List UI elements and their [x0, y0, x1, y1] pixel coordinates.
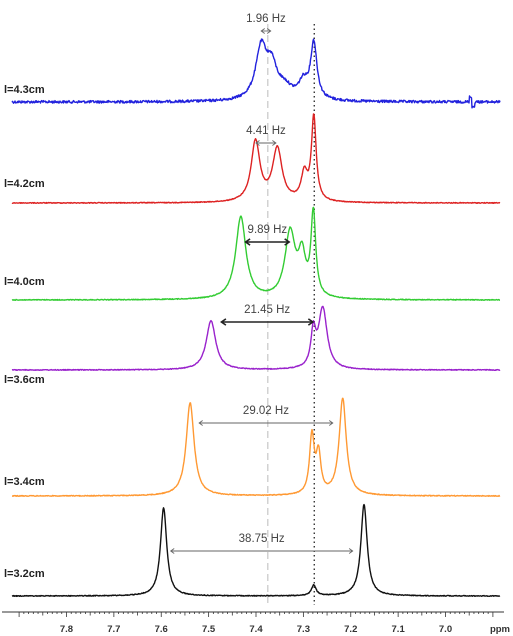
coupling-arrowhead	[244, 238, 251, 246]
x-tick-label: 7.3	[297, 624, 310, 635]
coupling-label: 4.41 Hz	[246, 125, 286, 137]
coupling-label: 9.89 Hz	[248, 224, 288, 236]
coupling-label: 38.75 Hz	[239, 533, 285, 545]
coupling-label: 1.96 Hz	[246, 13, 286, 25]
x-tick-label: 7.7	[107, 624, 120, 635]
spectrum-trace	[11, 113, 501, 204]
spectrum-trace	[11, 206, 501, 301]
spectra-traces	[11, 38, 501, 598]
coupling-arrowhead	[260, 28, 265, 34]
x-tick-label: 7.0	[439, 624, 452, 635]
x-tick-label: 7.2	[344, 624, 357, 635]
trace-label: l=4.0cm	[4, 276, 45, 288]
spectrum-trace	[11, 305, 501, 372]
x-axis: 7.8 7.7 7.6 7.5 7.4 7.3 7.2 7.1 7.0 ppm	[2, 611, 510, 635]
coupling-arrowhead	[255, 140, 260, 146]
trace-label: l=3.2cm	[4, 568, 45, 580]
coupling-arrowhead	[284, 238, 291, 246]
coupling-arrowhead	[272, 140, 277, 146]
x-tick-label: 7.8	[60, 624, 73, 635]
x-axis-unit: ppm	[490, 624, 510, 635]
spectrum-trace	[11, 38, 501, 109]
x-tick-label: 7.6	[155, 624, 168, 635]
coupling-arrowhead	[348, 548, 354, 554]
coupling-arrowhead	[328, 420, 334, 426]
coupling-arrowhead	[198, 420, 203, 426]
trace-label: l=4.3cm	[4, 84, 45, 96]
trace-label: l=3.6cm	[4, 374, 45, 386]
coupling-arrowhead	[169, 548, 175, 554]
x-tick-label: 7.5	[202, 624, 216, 635]
coupling-annotations: 1.96 Hz 4.41 Hz 9.89 Hz 21.45 Hz 29.02 Hz 38.…	[169, 13, 354, 554]
trace-labels: l=4.3cm l=4.2cm l=4.0cm l=3.6cm l=3.4cm l=3.2…	[4, 84, 45, 580]
trace-label: l=4.2cm	[4, 178, 45, 190]
x-tick-label: 7.1	[392, 624, 406, 635]
spectrum-trace	[11, 503, 501, 598]
coupling-label: 21.45 Hz	[244, 304, 290, 316]
coupling-arrowhead	[220, 318, 227, 326]
trace-label: l=3.4cm	[4, 476, 45, 488]
coupling-arrowhead	[266, 28, 272, 34]
spectrum-trace	[11, 397, 501, 497]
x-tick-label: 7.4	[249, 624, 263, 635]
coupling-arrowhead	[307, 318, 315, 326]
reference-lines	[267, 24, 315, 605]
coupling-label: 29.02 Hz	[243, 405, 289, 417]
